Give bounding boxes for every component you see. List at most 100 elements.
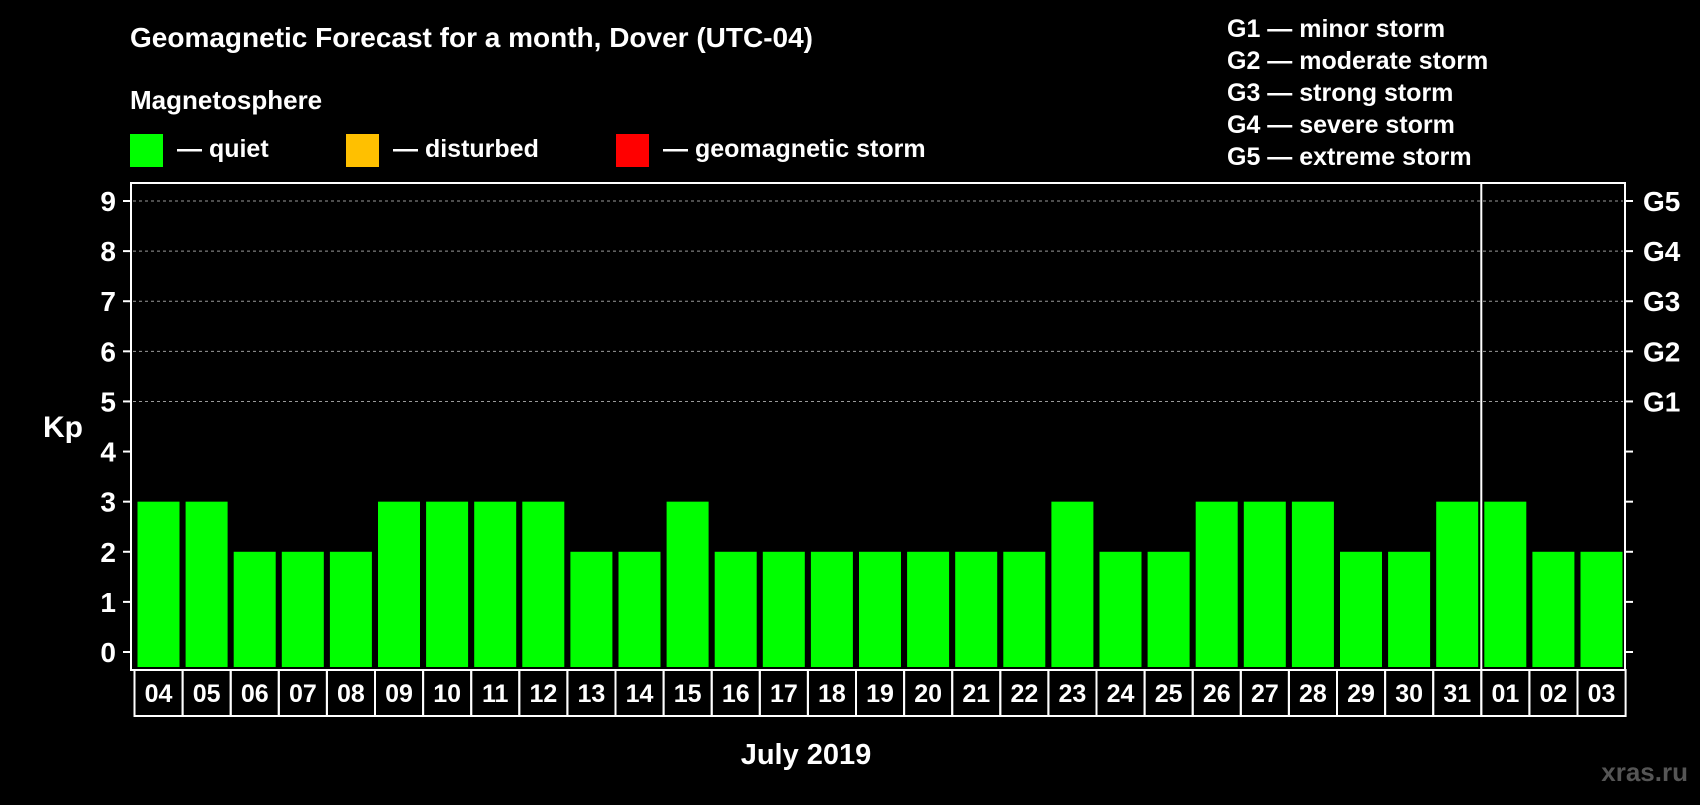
y-tick-label: 4 [100, 437, 116, 468]
x-tick-label: 19 [866, 680, 894, 708]
storm-scale-g4: G4 — severe storm [1227, 111, 1455, 139]
y-axis-label: Kp [43, 411, 83, 444]
y-tick-label: 7 [100, 286, 116, 317]
x-tick-label: 09 [385, 680, 413, 708]
x-tick-label: 16 [722, 680, 750, 708]
legend-label-disturbed: — disturbed [393, 135, 539, 163]
legend-swatch-quiet [130, 134, 163, 167]
y-tick-label: 9 [100, 186, 116, 217]
y-tick-label: 6 [100, 336, 116, 367]
bar-11 [474, 501, 517, 667]
y-tick-label: 2 [100, 537, 116, 568]
x-tick-label: 10 [433, 680, 461, 708]
bar-16 [714, 551, 757, 667]
bar-03 [1580, 551, 1623, 667]
x-tick-label: 27 [1251, 680, 1279, 708]
bar-30 [1388, 551, 1431, 667]
bar-27 [1243, 501, 1286, 667]
bar-23 [1051, 501, 1094, 667]
y-tick-label: 0 [100, 637, 116, 668]
x-axis-label: July 2019 [741, 739, 872, 771]
bar-07 [281, 551, 324, 667]
storm-scale-g2: G2 — moderate storm [1227, 47, 1488, 75]
bar-31 [1436, 501, 1479, 667]
storm-level-label: G4 [1643, 236, 1681, 267]
legend-label-quiet: — quiet [177, 135, 269, 163]
bar-09 [378, 501, 420, 667]
chart-title: Geomagnetic Forecast for a month, Dover … [130, 22, 813, 53]
x-tick-label: 07 [289, 680, 317, 708]
bar-12 [522, 501, 565, 667]
x-tick-label: 22 [1010, 680, 1038, 708]
y-tick-label: 5 [100, 386, 116, 417]
legend-label-storm: — geomagnetic storm [663, 135, 926, 163]
bar-14 [618, 551, 661, 667]
y-tick-label: 1 [100, 587, 116, 618]
storm-level-label: G2 [1643, 336, 1680, 367]
storm-level-label: G5 [1643, 186, 1680, 217]
bar-25 [1147, 551, 1190, 667]
x-tick-label: 20 [914, 680, 942, 708]
bar-28 [1291, 501, 1334, 667]
y-tick-label: 8 [100, 236, 116, 267]
x-tick-label: 29 [1347, 680, 1375, 708]
storm-scale-legend: G1 — minor storm G2 — moderate storm G3 … [1227, 15, 1488, 171]
bar-05 [185, 501, 228, 667]
x-tick-cell [1576, 669, 1627, 717]
x-tick-label: 18 [818, 680, 846, 708]
y-axis: 0 1 2 3 4 5 6 7 8 9 [100, 186, 131, 668]
x-tick-label: 14 [626, 680, 654, 708]
x-tick-label: 02 [1540, 680, 1568, 708]
x-tick-label: 30 [1395, 680, 1423, 708]
bar-19 [859, 551, 901, 667]
legend-swatch-storm [616, 134, 649, 167]
x-tick-label: 12 [529, 680, 557, 708]
bar-26 [1195, 501, 1238, 667]
storm-level-label: G3 [1643, 286, 1680, 317]
x-tick-label: 03 [1588, 680, 1616, 708]
bars [137, 501, 1623, 667]
storm-scale-g5: G5 — extreme storm [1227, 143, 1472, 171]
bar-10 [426, 501, 469, 667]
legend-swatch-disturbed [346, 134, 379, 167]
bar-02 [1532, 551, 1575, 667]
gridlines [133, 200, 1623, 402]
x-axis: 04 05 06 07 08 09 10 11 12 13 14 15 16 17 18 19 20 21 22 23… [133, 669, 1627, 717]
x-tick-label: 04 [145, 680, 173, 708]
x-tick-label: 08 [337, 680, 365, 708]
storm-scale-g3: G3 — strong storm [1227, 79, 1453, 107]
x-tick-label: 21 [962, 680, 990, 708]
bar-15 [666, 501, 709, 667]
storm-level-label: G1 [1643, 386, 1680, 417]
y-tick-label: 3 [100, 487, 116, 518]
bar-04 [137, 501, 180, 667]
x-tick-label: 26 [1203, 680, 1231, 708]
x-tick-label: 17 [770, 680, 798, 708]
bar-13 [570, 551, 613, 667]
storm-scale-g1: G1 — minor storm [1227, 15, 1445, 43]
x-tick-label: 11 [482, 680, 509, 708]
storm-axis: G1 G2 G3 G4 G5 [1625, 186, 1681, 653]
legend: — quiet — disturbed — geomagnetic storm [130, 134, 926, 167]
x-tick-label: 23 [1059, 680, 1087, 708]
x-tick-label: 05 [193, 680, 221, 708]
bar-22 [1003, 551, 1046, 667]
x-tick-label: 13 [578, 680, 606, 708]
x-tick-label: 15 [674, 680, 702, 708]
bar-06 [233, 551, 276, 667]
x-tick-label: 25 [1155, 680, 1183, 708]
watermark: xras.ru [1601, 757, 1688, 787]
bar-08 [329, 551, 372, 667]
legend-heading: Magnetosphere [130, 85, 322, 115]
bar-20 [907, 551, 950, 667]
bar-01 [1484, 501, 1527, 667]
x-tick-label: 06 [241, 680, 269, 708]
bar-18 [810, 551, 853, 667]
x-tick-label: 31 [1443, 680, 1471, 708]
bar-17 [762, 551, 805, 667]
bar-29 [1340, 551, 1382, 667]
bar-24 [1099, 551, 1142, 667]
x-tick-label: 01 [1491, 680, 1519, 708]
x-tick-label: 24 [1107, 680, 1135, 708]
